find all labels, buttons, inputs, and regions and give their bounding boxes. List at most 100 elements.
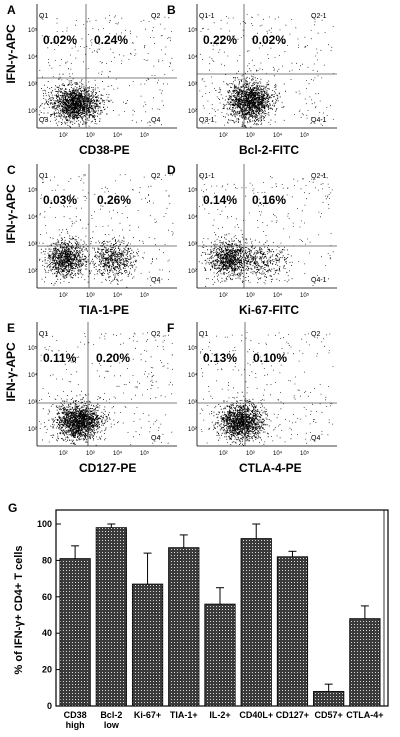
y-tick-label: 10⁴: [188, 372, 198, 379]
bar-0: [59, 558, 91, 707]
x-tick-label: 10⁴: [113, 132, 123, 139]
x-axis-title: CTLA-4-PE: [239, 461, 302, 475]
x-tick-label: 10³: [246, 451, 255, 457]
x-tick-label: 10⁴: [113, 450, 123, 457]
y-axis-title: IFN-γ-APC: [4, 184, 18, 244]
panel-letter: G: [8, 501, 17, 515]
x-axis-title: Bcl-2-FITC: [239, 143, 299, 157]
x-tick-label: 10²: [219, 451, 228, 457]
y-tick-label: 10³: [28, 400, 37, 406]
panel-letter: B: [167, 3, 176, 17]
y-tick-label: 10³: [188, 242, 197, 248]
y-tick-label: 10⁵: [28, 345, 38, 352]
quadrant-label-ur: Q2-1: [311, 13, 327, 20]
percentage-ul: 0.14%: [203, 193, 237, 207]
x-axis-title: TIA-1-PE: [79, 303, 129, 317]
category-label-2: Ki-67+: [134, 710, 161, 720]
quadrant-label-lr: Q4: [151, 277, 160, 284]
y-tick-label: 10⁴: [28, 372, 38, 379]
quadrant-label-ur: Q2: [151, 331, 160, 338]
quadrant-label-ul: Q1: [39, 13, 48, 20]
y-tick-label: 10²: [188, 427, 197, 433]
panel-letter: E: [7, 321, 15, 335]
panel-letter: A: [7, 3, 16, 17]
bar-5: [240, 538, 272, 707]
category-label-0: CD38 high: [64, 710, 87, 730]
category-label-1: Bcl-2 low: [100, 710, 122, 730]
scatter-panel-f: Q1 Q2 Q4 0.13% 0.10% 10² 10³ 10⁴ 10⁵ 10⁵ 10⁴ 10³ 10²…: [167, 321, 337, 475]
event-dots: [39, 174, 174, 288]
y-tick-label: 10⁵: [188, 345, 198, 352]
y-tick-label: 10⁵: [28, 27, 38, 34]
y-tick-label: 10⁵: [188, 187, 198, 194]
y-tick-label: 0: [47, 701, 52, 711]
quadrant-label-lr: Q4: [311, 435, 320, 442]
category-label-8: CTLA-4+: [346, 710, 383, 720]
category-label-6: CD127+: [276, 710, 309, 720]
quadrant-label-ul: Q1: [39, 173, 48, 180]
percentage-ur: 0.02%: [252, 33, 286, 47]
x-axis-title: CD38-PE: [79, 143, 130, 157]
category-label-5: CD40L+: [239, 710, 273, 720]
x-tick-label: 10²: [219, 293, 228, 299]
bar-6: [276, 556, 309, 707]
y-tick-label: 10²: [28, 427, 37, 433]
x-tick-label: 10⁴: [113, 292, 123, 299]
percentage-ul: 0.22%: [203, 33, 237, 47]
bar-4: [204, 603, 236, 707]
x-tick-label: 10⁵: [300, 292, 310, 299]
y-tick-label: 10⁵: [188, 27, 198, 34]
category-label-7: CD57+: [315, 710, 343, 720]
y-tick-label: 10³: [28, 82, 37, 88]
scatter-points: [199, 332, 334, 446]
x-axis-title: CD127-PE: [79, 461, 136, 475]
quadrant-label-ur: Q2: [151, 173, 160, 180]
scatter-panels: Q1 Q2 Q3 Q4 0.02% 0.24% 10² 10³ 10⁴ 10⁵ 10⁵ 10⁴ 10³ 1…: [4, 3, 337, 475]
event-dots: [39, 332, 173, 446]
x-tick-label: 10⁴: [273, 292, 283, 299]
percentage-ul: 0.03%: [43, 193, 77, 207]
quadrant-label-lr: Q4-1: [311, 277, 327, 284]
x-tick-label: 10⁵: [140, 450, 150, 457]
y-axis-title: IFN-γ-APC: [4, 342, 18, 402]
x-axis-title: Ki-67-FITC: [239, 303, 299, 317]
event-dots: [38, 15, 174, 128]
x-tick-label: 10⁵: [140, 132, 150, 139]
x-tick-label: 10³: [246, 293, 255, 299]
y-tick-label: 10⁴: [188, 214, 198, 221]
quadrant-label-ul: Q1-1: [199, 173, 215, 180]
quadrant-label-ur: Q2-1: [311, 173, 327, 180]
scatter-points: [38, 15, 174, 128]
x-tick-label: 10³: [86, 133, 95, 139]
y-tick-label: 100: [37, 519, 52, 529]
x-tick-label: 10³: [86, 451, 95, 457]
bar-1: [95, 527, 127, 707]
quadrant-label-ur: Q2: [311, 331, 320, 338]
y-tick-label: 20: [42, 665, 52, 675]
y-tick-label: 10²: [188, 269, 197, 275]
y-tick-label: 10³: [188, 400, 197, 406]
percentage-ur: 0.20%: [96, 351, 130, 365]
x-tick-label: 10⁵: [300, 132, 310, 139]
x-tick-label: 10⁴: [273, 132, 283, 139]
quadrant-label-ul: Q1: [39, 331, 48, 338]
category-label-3: TIA-1+: [170, 710, 198, 720]
scatter-points: [39, 332, 173, 446]
bar-chart-panel: G 0 20 40 60 80 100 % of IFN-γ+ CD4+ T cells CD3…: [8, 501, 389, 730]
x-tick-label: 10³: [246, 133, 255, 139]
y-tick-label: 60: [42, 592, 52, 602]
quadrant-label-ll: Q3-1: [199, 117, 215, 124]
y-tick-label: 10³: [188, 82, 197, 88]
y-tick-label: 80: [42, 555, 52, 565]
x-tick-label: 10⁵: [300, 450, 310, 457]
scatter-points: [199, 14, 334, 128]
scatter-panel-a: Q1 Q2 Q3 Q4 0.02% 0.24% 10² 10³ 10⁴ 10⁵ 10⁵ 10⁴ 10³ 1…: [4, 3, 177, 157]
scatter-points: [39, 174, 174, 288]
event-dots: [199, 332, 334, 446]
y-tick-label: 10²: [28, 269, 37, 275]
x-tick-label: 10²: [59, 133, 68, 139]
y-tick-label: 10²: [28, 109, 37, 115]
percentage-ul: 0.02%: [43, 33, 77, 47]
percentage-ul: 0.11%: [43, 351, 77, 365]
